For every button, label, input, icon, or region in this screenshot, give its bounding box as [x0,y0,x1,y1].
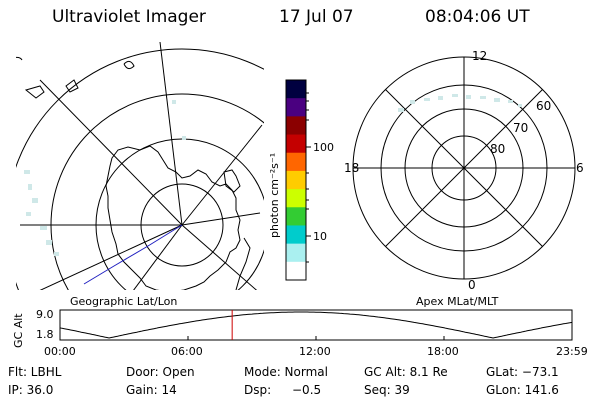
apex-polar-plot: 12 18 6 0 60 70 80 [344,49,584,292]
geo-meridian [159,42,183,226]
apex-lat-label: 70 [513,121,528,135]
satellite-track [83,224,183,285]
geo-meridian [181,212,261,226]
timeline-x-tick: 00:00 [44,345,76,358]
timeline-frame [59,309,573,341]
filter-info: Flt: LBHL [8,365,62,379]
coast-fragment [123,60,135,70]
gain-info: Gain: 14 [126,383,177,397]
timeline-x-tick: 12:00 [299,345,331,358]
dsp-label: Dsp: [244,383,272,397]
apex-mlt-label: 0 [468,278,476,292]
antarctica-coastline [105,145,241,290]
geo-meridian [39,224,183,290]
geo-meridian [181,224,258,290]
colorbar-tick-label: 10 [313,230,327,243]
glon-info: GLon: 141.6 [486,383,559,397]
geo-meridian [181,124,263,226]
coast-fragment [223,169,241,193]
timeline-x-tick: 23:59 [556,345,588,358]
colorbar-cell [286,152,306,172]
colorbar-cell [286,134,306,154]
apex-lat-label: 80 [490,142,505,156]
geo-lat-circle [16,48,264,290]
colorbar-minor-ticks [306,92,309,263]
colorbar-unit-label: photon cm⁻²s⁻¹ [268,153,281,238]
colorbar-cell [286,170,306,190]
apex-aurora-emission [398,94,522,112]
coast-fragment [235,237,251,290]
ip-info: IP: 36.0 [8,383,54,397]
colorbar: 100 10 photon cm⁻²s⁻¹ [268,79,334,281]
geo-aurora-emission [24,100,186,256]
dsp-value: −0.5 [292,383,322,397]
time-label: 08:04:06 UT [425,7,530,27]
colorbar-cell [286,207,306,226]
colorbar-cell [286,98,306,117]
door-info: Door: Open [126,365,195,379]
geo-meridian [133,224,183,290]
timeline-x-tick: 06:00 [171,345,203,358]
seq-info: Seq: 39 [364,383,410,397]
colorbar-tick-label: 100 [313,141,334,154]
apex-mlt-lines [353,57,575,279]
coast-fragment [16,56,23,61]
geographic-map [16,42,264,290]
timeline-y-tick: 9.0 [36,308,54,321]
colorbar-cell [286,225,306,245]
apex-mlt-label: 18 [344,161,359,175]
timeline-x-ticks [187,336,445,340]
apex-lat-label: 60 [536,99,551,113]
timeline-y-tick: 1.8 [36,328,54,341]
altitude-curve [60,311,572,339]
mode-info: Mode: Normal [244,365,328,379]
apex-mlt-label: 6 [576,161,584,175]
apex-map-label: Apex MLat/MLT [416,295,499,308]
colorbar-cell [286,80,306,99]
glat-info: GLat: −73.1 [486,365,559,379]
geo-map-label: Geographic Lat/Lon [70,295,178,308]
timeline-axis-title: GC Alt [12,313,25,348]
gc-alt-info: GC Alt: 8.1 Re [364,365,448,379]
instrument-title: Ultraviolet Imager [52,7,206,27]
coast-fragment [65,79,79,93]
colorbar-cell [286,189,306,208]
coast-fragment [24,85,45,99]
date-label: 17 Jul 07 [279,7,354,27]
colorbar-cell [286,243,306,263]
geo-meridian [39,79,183,226]
timeline-x-tick: 18:00 [427,345,459,358]
apex-mlt-label: 12 [472,49,487,63]
colorbar-cell [286,261,306,281]
altitude-timeline: GC Alt [12,309,573,348]
colorbar-cell [286,116,306,136]
